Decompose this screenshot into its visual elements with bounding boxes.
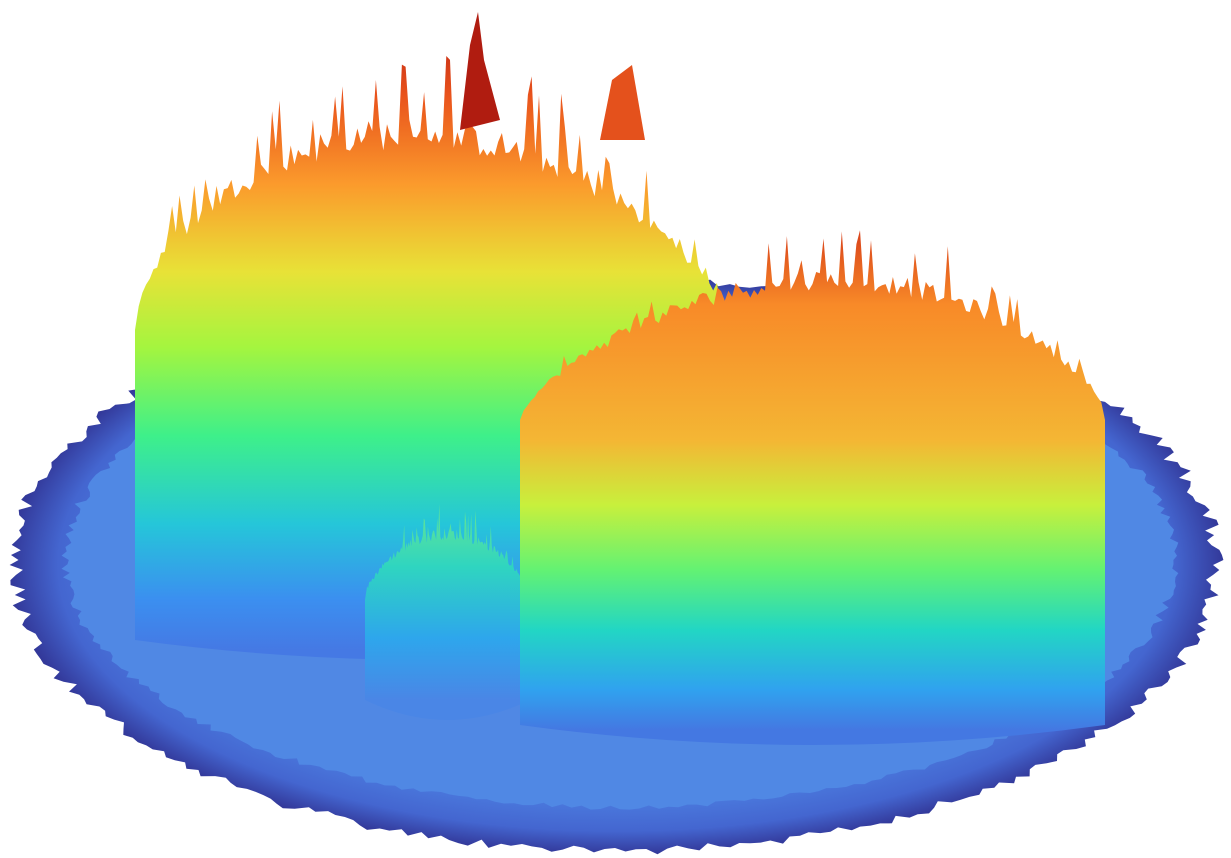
right-peak <box>520 230 1105 745</box>
small-peak <box>365 504 530 720</box>
tall-spike <box>460 12 500 130</box>
surface <box>9 12 1224 855</box>
tall-spike <box>600 65 645 140</box>
